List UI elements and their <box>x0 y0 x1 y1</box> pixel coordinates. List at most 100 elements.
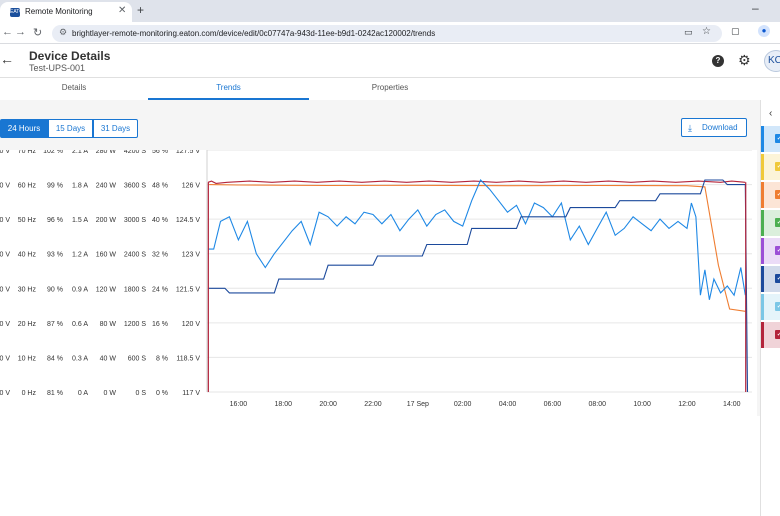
checkbox-icon[interactable]: ✓ <box>775 302 780 311</box>
x-axis-tick-label: 12:00 <box>678 401 696 408</box>
series-line-4 <box>208 179 749 393</box>
y-axis-tick-label: 1.2 A <box>72 252 88 259</box>
y-axis-tick-label: 600 S <box>128 355 147 362</box>
y-axis-tick-label: 0 V <box>0 150 10 155</box>
x-axis-tick-label: 17 Sep <box>407 401 429 408</box>
x-axis-tick-label: 06:00 <box>544 401 562 408</box>
url-text[interactable]: brightlayer-remote-monitoring.eaton.com/… <box>72 29 436 38</box>
y-axis-tick-label: 81 % <box>47 390 63 397</box>
tab-trends[interactable]: Trends <box>148 78 309 100</box>
y-axis-tick-label: 20 Hz <box>18 321 37 328</box>
device-name: Test-UPS-001 <box>29 63 86 73</box>
series-color-bar <box>761 126 764 152</box>
y-axis-tick-label: 93 % <box>47 252 63 259</box>
avatar[interactable]: KC <box>764 50 780 72</box>
checkbox-icon[interactable]: ✓ <box>775 218 780 227</box>
series-line-3 <box>208 179 746 300</box>
y-axis-tick-label: 1.5 A <box>72 217 88 224</box>
browser-tab[interactable]: EATON Remote Monitoring ✕ <box>0 2 132 22</box>
y-axis-tick-label: 48 % <box>152 183 168 190</box>
tab-details[interactable]: Details <box>61 83 87 92</box>
checkbox-icon[interactable]: ✓ <box>775 162 780 171</box>
y-axis-tick-label: 0 Hz <box>22 390 37 397</box>
y-axis-tick-label: 0 A <box>78 390 88 397</box>
checkbox-icon[interactable]: ✓ <box>775 190 780 199</box>
y-axis-tick-label: 160 W <box>96 252 117 259</box>
checkbox-icon[interactable]: ✓ <box>775 134 780 143</box>
series-line-2 <box>209 184 746 312</box>
series-line-1 <box>207 180 746 184</box>
range-24-hours-button[interactable]: 24 Hours <box>0 119 48 138</box>
y-axis-tick-label: 32 % <box>152 252 168 259</box>
series-toggle-1[interactable]: ✓ <box>761 126 780 152</box>
y-axis-tick-label: 120 W <box>96 286 117 293</box>
y-axis-tick-label: 50 Hz <box>18 217 37 224</box>
y-axis-tick-label: 3600 S <box>124 183 147 190</box>
y-axis-tick-label: 3000 S <box>124 217 147 224</box>
checkbox-icon[interactable]: ✓ <box>775 330 780 339</box>
forward-nav-icon[interactable]: → <box>15 26 26 38</box>
series-toggle-3[interactable]: ✓ <box>761 182 780 208</box>
y-axis-tick-label: 30 Hz <box>18 286 37 293</box>
y-axis-tick-label: 40 Hz <box>18 252 37 259</box>
arrow-back-icon[interactable]: ← <box>0 51 14 67</box>
gear-icon[interactable]: ⚙ <box>738 52 751 68</box>
series-color-bar <box>761 154 764 180</box>
y-axis-tick-label: 24 % <box>152 286 168 293</box>
checkbox-icon[interactable]: ✓ <box>775 274 780 283</box>
trend-chart: 0 V 0 V 0 V 0 V 0 V 0 V 0 V 0 V 70 Hz 60 Hz 50 Hz 4… <box>0 150 757 416</box>
download-button[interactable]: ⤓ Download <box>681 118 747 137</box>
range-15-days-button[interactable]: 15 Days <box>48 119 93 138</box>
series-toggle-8[interactable]: ✓ <box>761 322 780 348</box>
series-toggle-6[interactable]: ✓ <box>761 266 780 292</box>
close-icon[interactable]: ✕ <box>118 5 127 16</box>
series-toggle-2[interactable]: ✓ <box>761 154 780 180</box>
y-axis-tick-label: 0 V <box>0 252 10 259</box>
y-axis-tick-label: 16 % <box>152 321 168 328</box>
reload-icon[interactable]: ↻ <box>33 27 43 39</box>
series-color-bar <box>761 294 764 320</box>
favicon-icon: EATON <box>10 8 27 17</box>
y-axis-tick-label: 200 W <box>96 217 117 224</box>
y-axis-tick-label: 1.8 A <box>72 183 88 190</box>
back-nav-icon[interactable]: ← <box>2 26 13 38</box>
chevron-left-icon[interactable]: ‹ <box>769 108 773 119</box>
device-tabs: Details Trends Properties <box>0 78 780 100</box>
y-axis-tick-label: 127.5 V <box>176 150 200 155</box>
site-info-icon[interactable]: ⚙ <box>59 27 68 37</box>
cast-icon[interactable]: ▭ <box>684 27 693 37</box>
extensions-icon[interactable]: ▢ <box>731 26 740 36</box>
x-axis-tick-label: 20:00 <box>319 401 337 408</box>
series-toggle-4[interactable]: ✓ <box>761 210 780 236</box>
series-toggle-7[interactable]: ✓ <box>761 294 780 320</box>
tab-title: Remote Monitoring <box>25 7 93 16</box>
help-icon[interactable]: ? <box>712 55 724 67</box>
y-axis-tick-label: 2.1 A <box>72 150 88 155</box>
y-axis-tick-label: 99 % <box>47 183 63 190</box>
range-31-days-button[interactable]: 31 Days <box>93 119 138 138</box>
new-tab-button[interactable]: + <box>137 3 145 17</box>
y-axis-tick-label: 0 V <box>0 217 10 224</box>
minimize-icon[interactable]: – <box>752 1 759 15</box>
y-axis-tick-label: 0.6 A <box>72 321 88 328</box>
y-axis-tick-label: 0 V <box>0 183 10 190</box>
y-axis-tick-label: 0 V <box>0 355 10 362</box>
x-axis-tick-label: 14:00 <box>723 401 741 408</box>
trend-chart-svg: 0 V 0 V 0 V 0 V 0 V 0 V 0 V 0 V 70 Hz 60 Hz 50 Hz 4… <box>0 150 752 408</box>
y-axis-tick-label: 0 V <box>0 390 10 397</box>
y-axis-tick-label: 124.5 V <box>176 217 200 224</box>
y-axis-tick-label: 121.5 V <box>176 286 200 293</box>
series-color-bar <box>761 266 764 292</box>
series-toggle-5[interactable]: ✓ <box>761 238 780 264</box>
bookmark-star-icon[interactable]: ☆ <box>702 26 711 37</box>
y-axis-tick-label: 126 V <box>182 183 201 190</box>
download-icon: ⤓ <box>688 123 692 133</box>
y-axis-tick-label: 70 Hz <box>18 150 37 155</box>
y-axis-tick-label: 240 W <box>96 183 117 190</box>
address-bar[interactable]: ⚙ brightlayer-remote-monitoring.eaton.co… <box>52 25 722 42</box>
profile-icon[interactable]: ● <box>758 25 770 37</box>
checkbox-icon[interactable]: ✓ <box>775 246 780 255</box>
trends-panel: 24 Hours 15 Days 31 Days ⤓ Download 0 V 0… <box>0 100 760 416</box>
x-axis-tick-label: 08:00 <box>588 401 606 408</box>
tab-properties[interactable]: Properties <box>371 83 409 92</box>
